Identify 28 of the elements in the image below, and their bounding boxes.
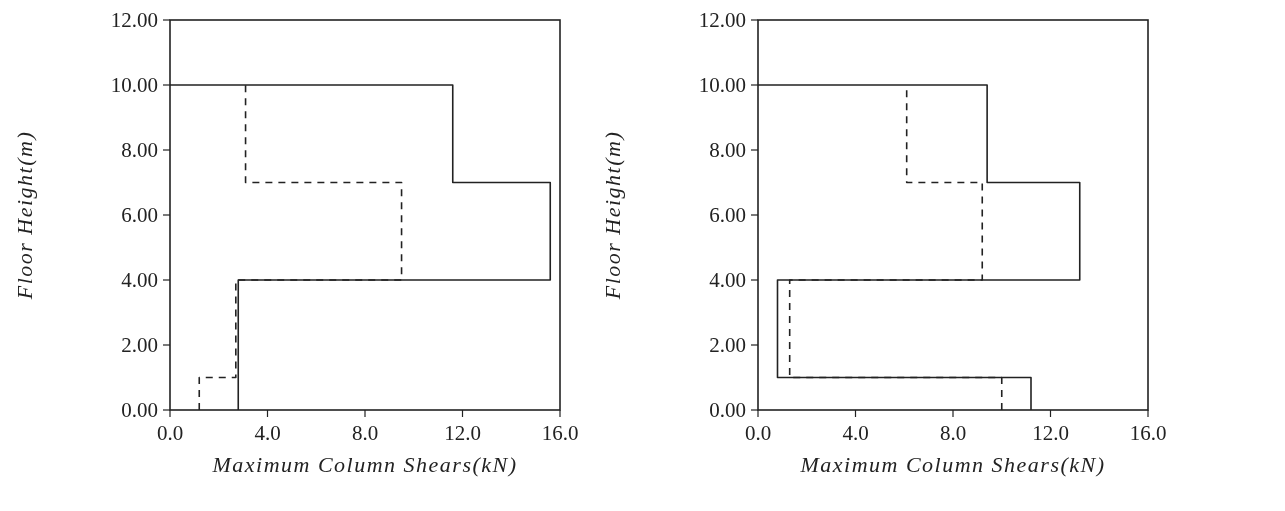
y-tick-label: 12.00 [698, 8, 746, 33]
y-tick-label: 2.00 [121, 333, 158, 358]
y-tick-label: 8.00 [121, 138, 158, 163]
y-tick-label: 10.00 [698, 73, 746, 98]
x-tick-label: 8.0 [939, 421, 967, 445]
x-tick-label: 0.0 [156, 421, 184, 445]
x-tick-label: 16.0 [541, 421, 579, 445]
y-axis-title: Floor Height(m) [12, 130, 37, 301]
x-tick-label: 4.0 [254, 421, 281, 445]
y-tick-label: 10.00 [110, 73, 158, 98]
y-tick-label: 8.00 [709, 138, 746, 163]
y-tick-label: 4.00 [709, 268, 746, 293]
y-tick-label: 6.00 [709, 203, 746, 228]
x-tick-label: 4.0 [842, 421, 869, 445]
y-tick-label: 0.00 [709, 398, 746, 423]
y-tick-label: 12.00 [110, 8, 158, 33]
y-tick-label: 2.00 [709, 333, 746, 358]
x-tick-label: 12.0 [444, 421, 481, 445]
x-tick-label: 16.0 [1129, 421, 1167, 445]
y-tick-label: 0.00 [121, 398, 158, 423]
x-tick-label: 8.0 [351, 421, 379, 445]
x-axis-title: Maximum Column Shears(kN) [211, 452, 518, 477]
x-tick-label: 12.0 [1032, 421, 1069, 445]
x-axis-title: Maximum Column Shears(kN) [799, 452, 1106, 477]
y-tick-label: 4.00 [121, 268, 158, 293]
x-tick-label: 0.0 [744, 421, 772, 445]
y-axis-title: Floor Height(m) [600, 130, 625, 301]
y-tick-label: 6.00 [121, 203, 158, 228]
